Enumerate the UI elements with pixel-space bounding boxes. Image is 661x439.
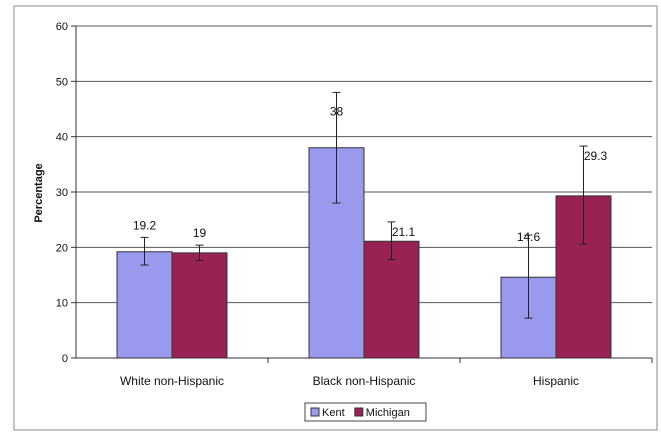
data-label: 38 xyxy=(330,104,344,118)
legend-swatch-kent xyxy=(310,407,320,417)
y-tick-label: 40 xyxy=(56,132,68,144)
axes: 0 10 20 30 40 50 60 xyxy=(56,21,653,365)
labels: White non-Hispanic 19.2 19 Black non-Hispan… xyxy=(120,104,608,388)
data-label: 29.3 xyxy=(584,149,608,163)
bars xyxy=(116,91,612,359)
legend-label-kent: Kent xyxy=(322,407,345,419)
data-label: 19.2 xyxy=(133,218,157,232)
y-axis-label: Percentage xyxy=(33,163,45,222)
y-tick-label: 10 xyxy=(56,298,68,310)
y-tick-label: 20 xyxy=(56,242,68,254)
legend-label-michigan: Michigan xyxy=(366,407,410,419)
legend-swatch-michigan xyxy=(354,407,364,417)
legend-box xyxy=(304,402,427,422)
y-tick-label: 60 xyxy=(56,21,68,33)
category-label: White non-Hispanic xyxy=(120,374,224,388)
data-label: 19 xyxy=(193,226,207,240)
y-tick-label: 30 xyxy=(56,187,68,199)
data-label: 21.1 xyxy=(392,225,416,239)
category-label: Hispanic xyxy=(533,374,579,388)
legend: Kent Michigan xyxy=(304,402,427,422)
bar-michigan xyxy=(171,252,228,359)
bar-kent xyxy=(116,251,173,359)
y-tick-label: 50 xyxy=(56,76,68,88)
data-label: 14.6 xyxy=(517,230,541,244)
category-label: Black non-Hispanic xyxy=(313,374,416,388)
y-tick-label: 0 xyxy=(62,353,68,365)
